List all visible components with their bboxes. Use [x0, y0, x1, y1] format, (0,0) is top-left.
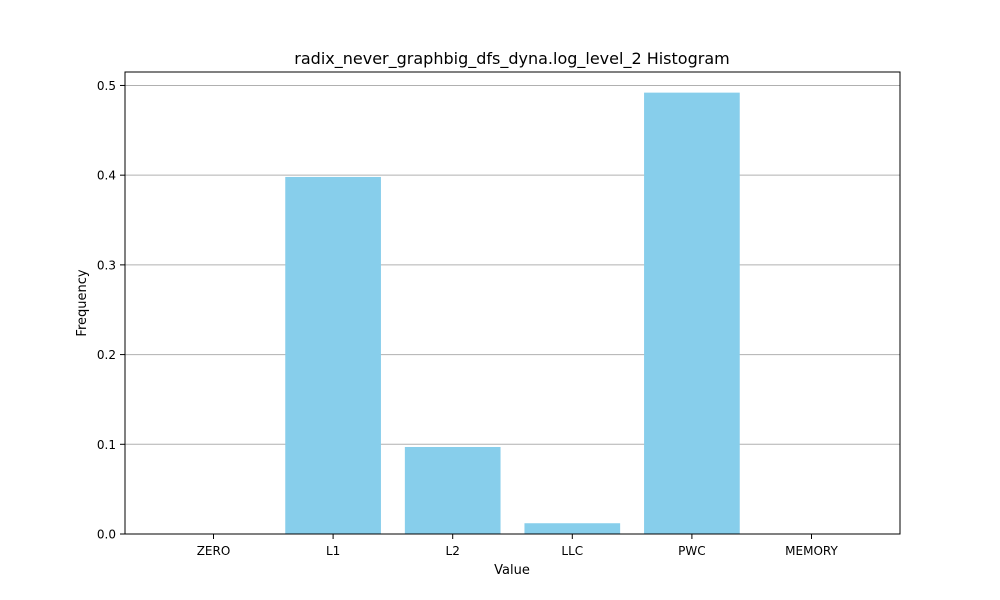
y-tick-label: 0.5: [97, 79, 116, 93]
x-tick-label: ZERO: [197, 544, 231, 558]
bar-pwc: [644, 92, 740, 535]
y-tick-label: 0.2: [97, 348, 116, 362]
y-tick-label: 0.3: [97, 258, 116, 272]
y-tick-label: 0.0: [97, 528, 116, 542]
bar-llc: [524, 523, 621, 534]
gridlines: [125, 84, 900, 535]
y-tick-label: 0.1: [97, 438, 116, 452]
x-tick-label: LLC: [561, 544, 583, 558]
x-tick-label: MEMORY: [785, 544, 838, 558]
chart-title: radix_never_graphbig_dfs_dyna.log_level_…: [294, 49, 729, 69]
x-axis-label: Value: [494, 563, 530, 578]
y-tick-label: 0.4: [97, 169, 116, 183]
y-axis-ticks: 0.0 0.1 0.2 0.3 0.4 0.5: [97, 79, 125, 542]
bar-l1: [285, 176, 381, 534]
bars: [285, 92, 740, 535]
bar-l2: [404, 446, 501, 534]
plot-frame: [124, 71, 901, 535]
x-axis-ticks: ZERO L1 L2 LLC PWC MEMORY: [197, 534, 838, 558]
x-tick-label: L1: [326, 544, 340, 558]
x-tick-label: L2: [446, 544, 460, 558]
y-axis-label: Frequency: [75, 269, 90, 336]
x-tick-label: PWC: [678, 544, 705, 558]
